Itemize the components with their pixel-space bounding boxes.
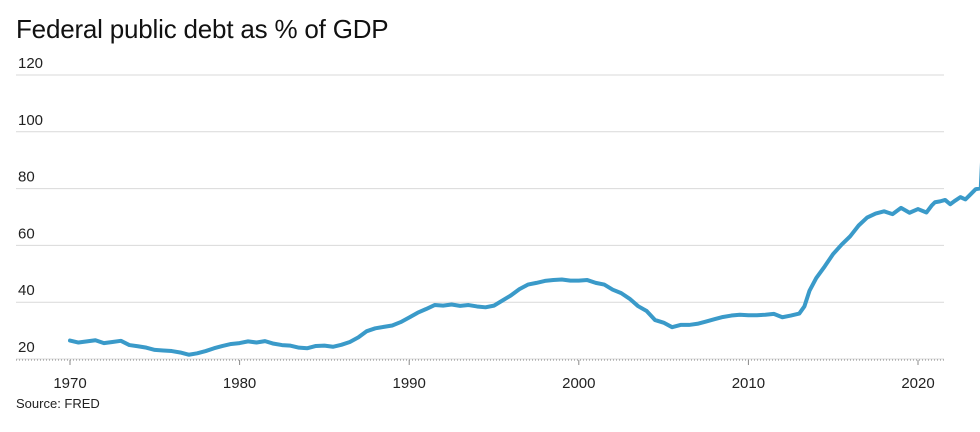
y-tick-label-80: 80 bbox=[18, 169, 35, 186]
y-tick-label-60: 60 bbox=[18, 225, 35, 242]
y-tick-label-100: 100 bbox=[18, 112, 43, 129]
source-note: Source: FRED bbox=[16, 396, 100, 411]
chart-title: Federal public debt as % of GDP bbox=[16, 14, 389, 44]
x-tick-label-1980: 1980 bbox=[223, 375, 256, 392]
y-tick-label-20: 20 bbox=[18, 339, 35, 356]
series-line-0 bbox=[68, 162, 980, 357]
x-tick-label-1990: 1990 bbox=[393, 375, 426, 392]
x-tick-label-1970: 1970 bbox=[53, 375, 86, 392]
y-tick-label-120: 120 bbox=[18, 55, 43, 72]
x-tick-label-2020: 2020 bbox=[901, 375, 934, 392]
y-tick-label-40: 40 bbox=[18, 282, 35, 299]
x-tick-label-2000: 2000 bbox=[562, 375, 595, 392]
x-tick-label-2010: 2010 bbox=[732, 375, 765, 392]
